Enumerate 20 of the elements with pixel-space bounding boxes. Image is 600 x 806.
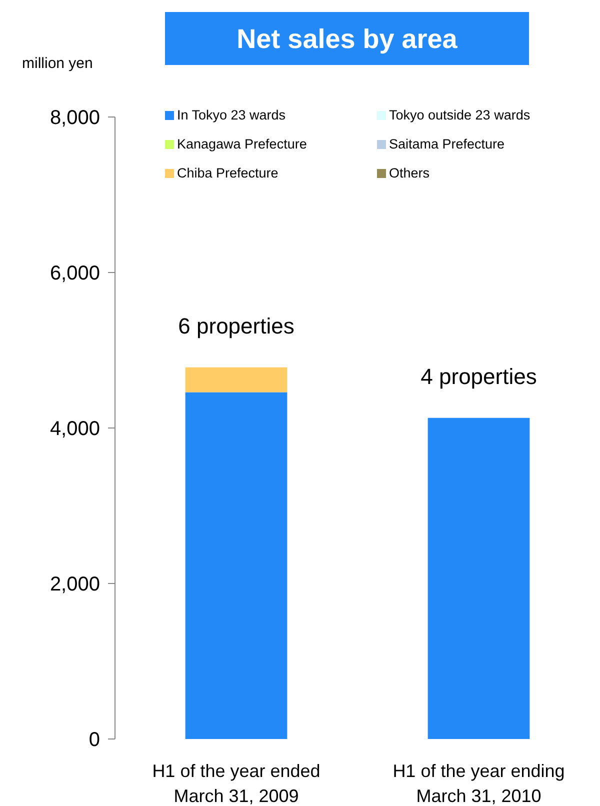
y-tick-label: 2,000 [50, 574, 100, 596]
annotation: 4 properties [420, 364, 537, 389]
x-tick-label: H1 of the year ending March 31, 2010 [392, 761, 565, 806]
legend-label: Tokyo outside 23 wards [389, 108, 530, 123]
legend-label: Saitama Prefecture [389, 136, 505, 152]
y-tick-label: 8,000 [50, 107, 100, 129]
bar [185, 367, 288, 392]
legend-label: Kanagawa Prefecture [177, 136, 307, 152]
y-tick-label: 4,000 [50, 418, 100, 440]
legend-label: Chiba Prefecture [177, 166, 278, 181]
y-tick-label: 0 [88, 729, 100, 751]
legend-label: In Tokyo 23 wards [177, 108, 286, 123]
legend-label: Others [389, 166, 430, 181]
chart-title: Net sales by area [236, 24, 458, 54]
x-tick-label: H1 of the year ended March 31, 2009 [152, 761, 320, 806]
y-axis-title: million yen [22, 55, 93, 72]
y-tick-label: 6,000 [50, 262, 100, 284]
bar [185, 392, 288, 739]
annotation: 6 properties [178, 313, 294, 338]
bar [428, 418, 530, 739]
